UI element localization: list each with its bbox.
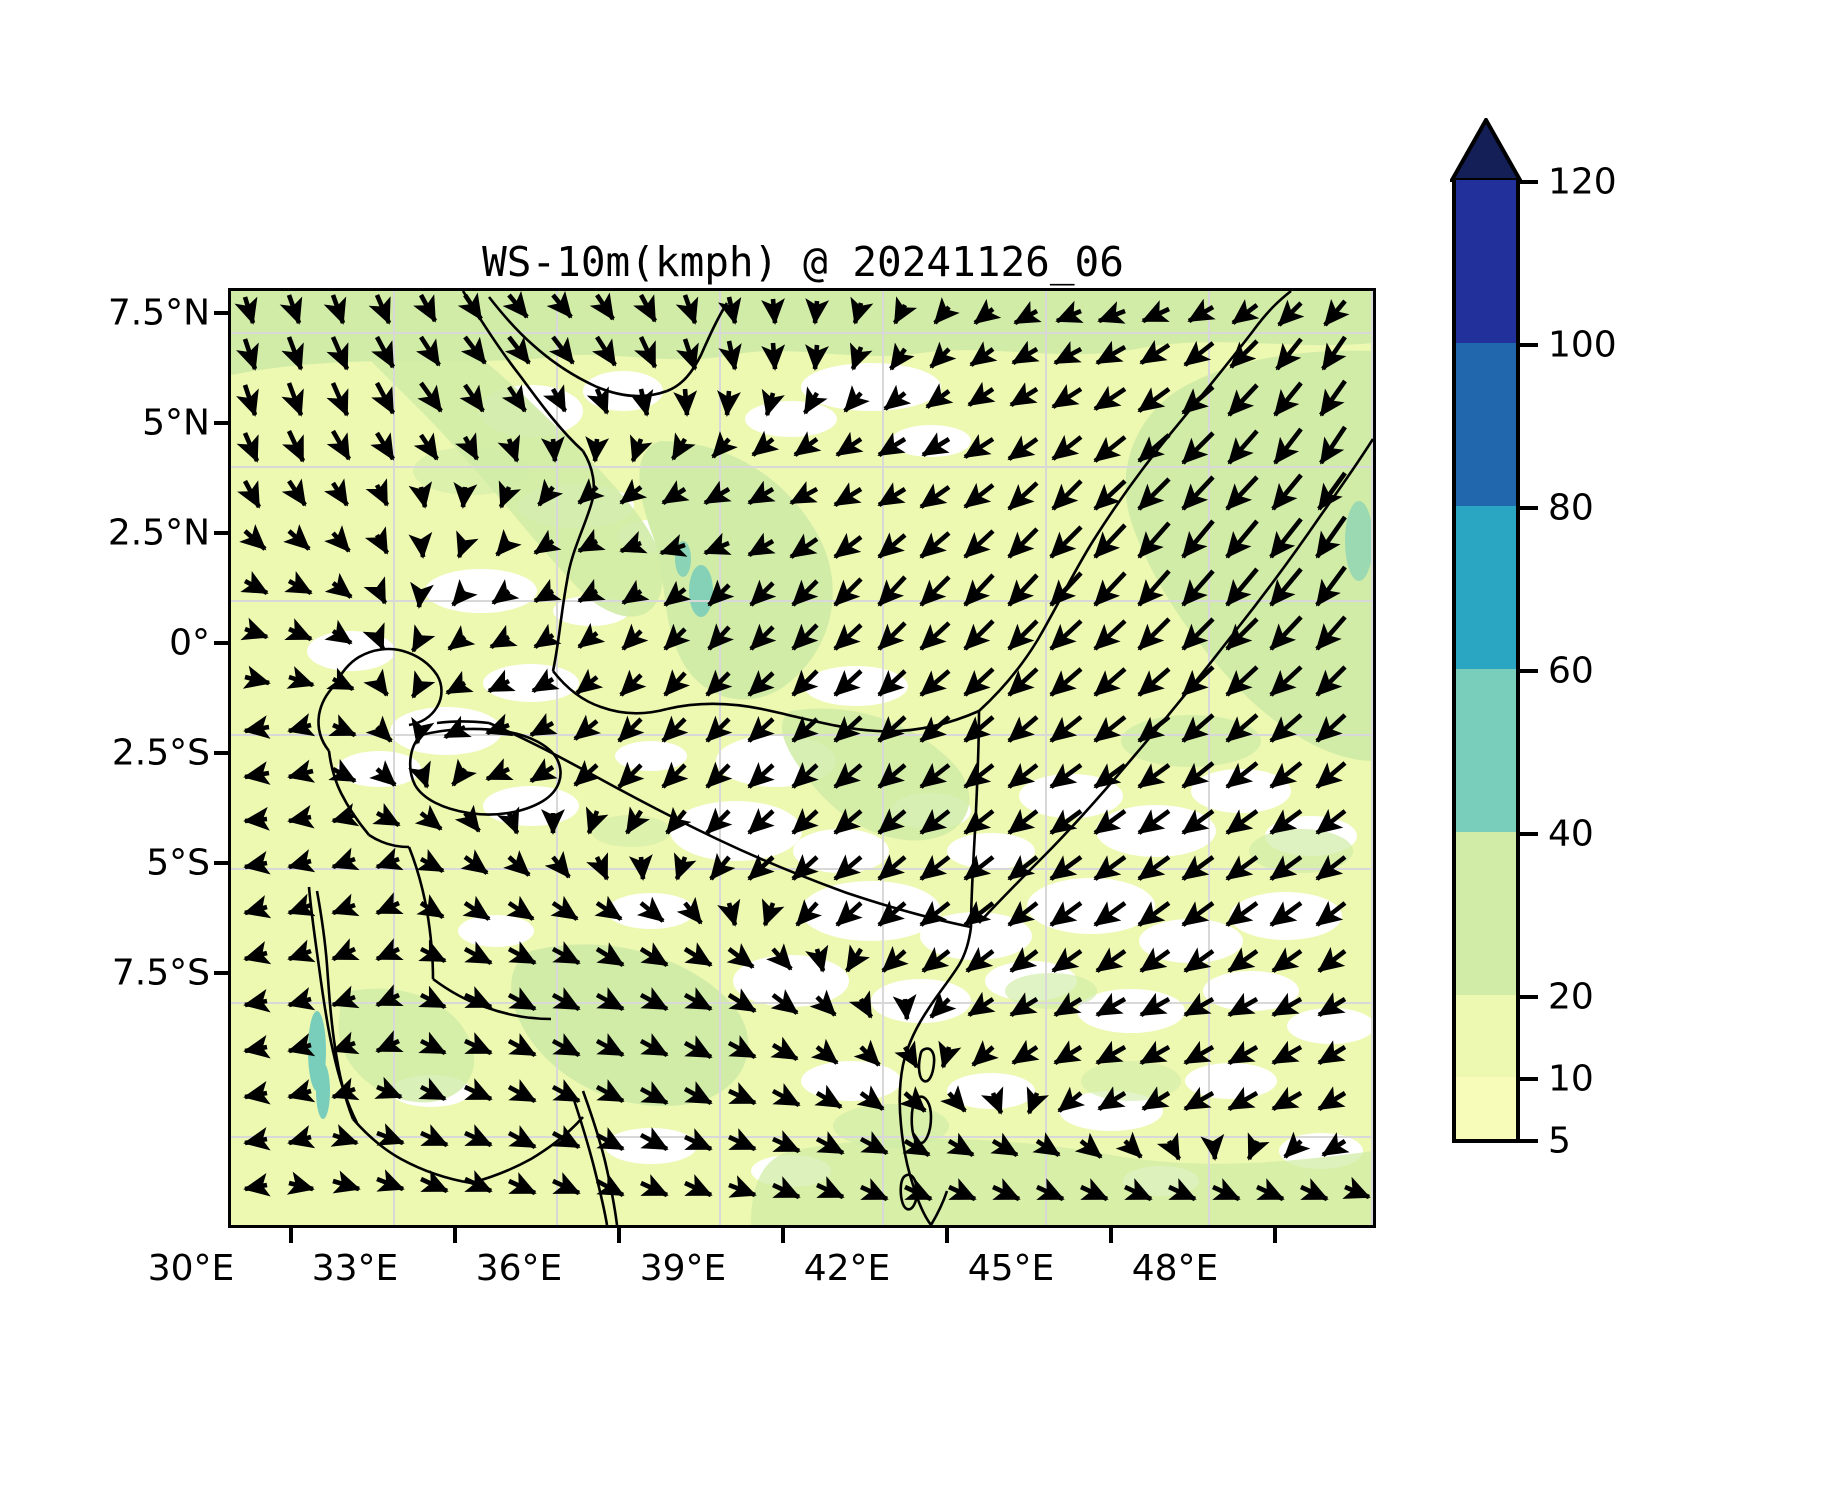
xtick-label-3: 39°E [639, 1248, 727, 1289]
cb-band-80-100 [1452, 343, 1520, 506]
ytick-mark-5 [214, 861, 229, 865]
cb-band-60-80 [1452, 506, 1520, 669]
xtick-label-1: 33°E [311, 1248, 399, 1289]
map-field [231, 291, 1373, 1225]
cb-band-5-10 [1452, 1077, 1520, 1143]
cb-tick-mark-120 [1520, 180, 1538, 184]
xtick-mark-2 [617, 1228, 621, 1243]
wind-vector-arrows [234, 291, 1371, 1202]
xtick-label-4: 42°E [803, 1248, 891, 1289]
ytick-mark-6 [214, 971, 229, 975]
colorbar-gradient [1452, 180, 1520, 1143]
xtick-mark-5 [1109, 1228, 1113, 1243]
cb-band-10-20 [1452, 995, 1520, 1077]
cb-tick-label-120: 120 [1548, 161, 1617, 203]
xtick-mark-0 [289, 1228, 293, 1243]
ytick-mark-4 [214, 751, 229, 755]
xtick-label-6: 48°E [1131, 1248, 1219, 1289]
colorbar[interactable]: 120 100 80 60 40 20 10 5 [1450, 118, 1617, 1162]
cb-tick-label-20: 20 [1548, 976, 1594, 1018]
cb-tick-mark-10 [1520, 1077, 1538, 1081]
ytick-mark-3 [214, 641, 229, 645]
colorbar-extend-max-arrow [1450, 118, 1522, 182]
ytick-label-6: 7.5°S [111, 952, 210, 994]
cb-tick-mark-20 [1520, 995, 1538, 999]
xtick-mark-4 [945, 1228, 949, 1243]
cb-band-40-60 [1452, 669, 1520, 832]
ytick-label-4: 2.5°S [111, 732, 210, 774]
cb-tick-mark-5 [1520, 1139, 1538, 1143]
xtick-label-5: 45°E [967, 1248, 1055, 1289]
cb-tick-label-100: 100 [1548, 324, 1617, 366]
cb-tick-mark-80 [1520, 506, 1538, 510]
xtick-label-0: 30°E [147, 1248, 235, 1289]
xtick-label-2: 36°E [475, 1248, 563, 1289]
cb-tick-mark-40 [1520, 832, 1538, 836]
xtick-mark-6 [1273, 1228, 1277, 1243]
cb-tick-label-80: 80 [1548, 487, 1594, 529]
map-plot-area[interactable] [228, 288, 1376, 1228]
xtick-mark-1 [453, 1228, 457, 1243]
cb-tick-label-10: 10 [1548, 1058, 1594, 1100]
ytick-label-5: 5°S [146, 842, 210, 884]
ytick-label-1: 5°N [142, 402, 210, 444]
ytick-mark-0 [214, 311, 229, 315]
ytick-mark-2 [214, 531, 229, 535]
cb-tick-mark-100 [1520, 343, 1538, 347]
ytick-mark-1 [214, 421, 229, 425]
cb-tick-label-40: 40 [1548, 813, 1594, 855]
cb-band-100-120 [1452, 180, 1520, 343]
ytick-label-0: 7.5°N [107, 292, 210, 334]
cb-tick-label-5: 5 [1548, 1120, 1571, 1162]
xtick-mark-3 [781, 1228, 785, 1243]
band-40-60 [308, 501, 1373, 1119]
map-svg [231, 291, 1373, 1225]
ytick-label-3: 0° [169, 622, 210, 664]
chart-title-line-1: WS-10m(kmph) @ 20241126_06 [482, 238, 1124, 286]
ytick-label-2: 2.5°N [107, 512, 210, 554]
cb-tick-mark-60 [1520, 669, 1538, 673]
cb-band-20-40 [1452, 832, 1520, 995]
cb-tick-label-60: 60 [1548, 650, 1594, 692]
